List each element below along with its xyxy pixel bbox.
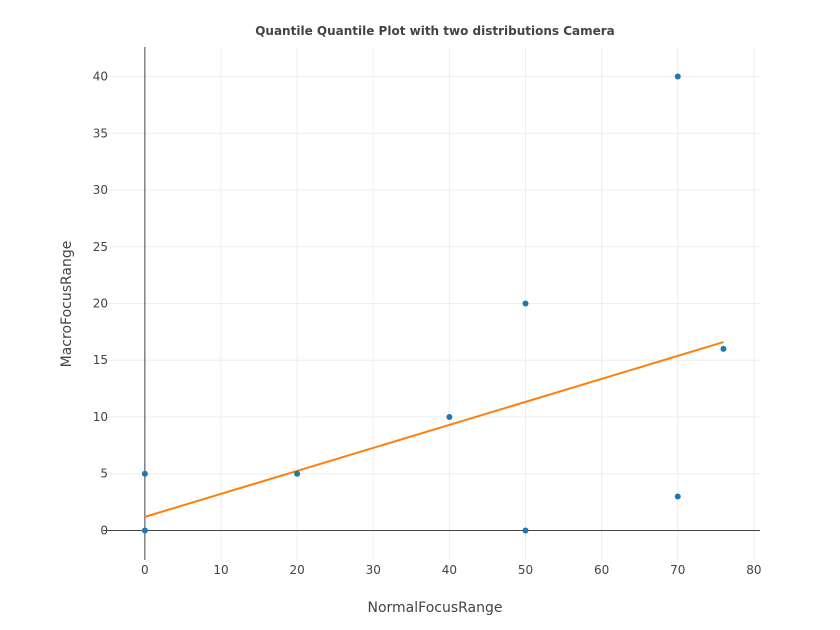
y-tick-label: 5 bbox=[100, 467, 108, 481]
data-point bbox=[674, 73, 681, 80]
y-tick-label: 35 bbox=[93, 126, 108, 140]
data-point bbox=[141, 470, 148, 477]
fit-line-series bbox=[144, 341, 724, 518]
y-tick-label: 10 bbox=[93, 410, 108, 424]
data-point bbox=[294, 470, 301, 477]
x-tick-label: 40 bbox=[442, 563, 457, 577]
y-tick-label: 0 bbox=[100, 523, 108, 537]
scatter-series bbox=[141, 73, 727, 534]
data-point bbox=[674, 493, 681, 500]
y-tick-label: 25 bbox=[93, 240, 108, 254]
x-axis-ticks: 0 10 20 30 40 50 60 70 80 bbox=[141, 563, 761, 577]
y-axis-title: MacroFocusRange bbox=[59, 241, 75, 368]
x-tick-label: 60 bbox=[594, 563, 609, 577]
x-tick-label: 80 bbox=[746, 563, 761, 577]
y-tick-label: 20 bbox=[93, 297, 108, 311]
chart-title: Quantile Quantile Plot with two distribu… bbox=[255, 24, 615, 38]
data-point bbox=[141, 527, 148, 534]
data-point bbox=[522, 527, 529, 534]
x-tick-label: 50 bbox=[518, 563, 533, 577]
data-point bbox=[446, 413, 453, 420]
x-tick-label: 70 bbox=[670, 563, 685, 577]
data-point bbox=[720, 345, 727, 352]
data-point bbox=[522, 300, 529, 307]
y-tick-label: 40 bbox=[93, 70, 108, 84]
x-tick-label: 20 bbox=[289, 563, 304, 577]
x-axis-title: NormalFocusRange bbox=[367, 600, 502, 616]
y-axis-ticks: 0 5 10 15 20 25 30 35 40 bbox=[93, 70, 108, 538]
y-tick-label: 30 bbox=[93, 183, 108, 197]
fit-line bbox=[144, 341, 724, 518]
x-tick-label: 10 bbox=[213, 563, 228, 577]
y-tick-label: 15 bbox=[93, 353, 108, 367]
x-tick-label: 0 bbox=[141, 563, 149, 577]
x-tick-label: 30 bbox=[366, 563, 381, 577]
